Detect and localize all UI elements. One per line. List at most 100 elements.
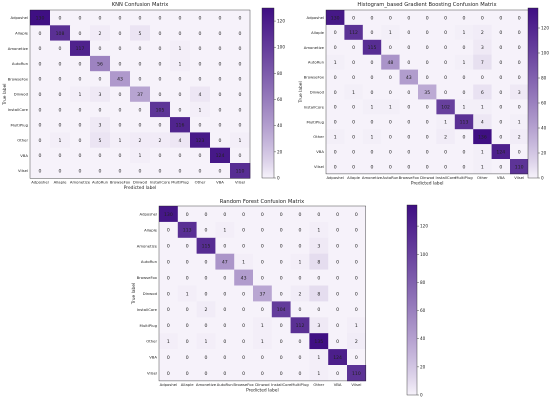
x-tick-label: MultiPlug xyxy=(291,382,309,387)
heatmap-cell xyxy=(344,84,364,100)
colorbar-tick-label: 0 xyxy=(277,176,280,181)
heatmap-cell xyxy=(234,285,254,302)
cell-value-label: 1 xyxy=(389,105,392,111)
heatmap-cell xyxy=(150,55,171,72)
heatmap-cell xyxy=(70,10,91,26)
heatmap-cell xyxy=(177,206,197,223)
cell-value-label: 3 xyxy=(518,90,521,96)
heatmap-cell xyxy=(253,237,273,254)
y-tick-label: Amonetize xyxy=(137,243,158,248)
heatmap-cell xyxy=(159,269,179,286)
heatmap-cell xyxy=(344,39,364,55)
heatmap-cell xyxy=(399,114,419,130)
heatmap-cell xyxy=(328,301,348,318)
cell-value-label: 0 xyxy=(299,228,302,234)
heatmap-cell xyxy=(290,333,310,350)
y-tick-label: Other xyxy=(313,134,324,139)
heatmap-cell xyxy=(110,163,131,179)
heatmap-cell xyxy=(110,10,131,26)
heatmap-cell xyxy=(159,253,179,270)
x-tick-label: BrowseFox xyxy=(110,179,131,184)
cell-value-label: 0 xyxy=(167,291,170,297)
cell-value-label: 0 xyxy=(242,228,245,234)
heatmap-cell xyxy=(309,269,329,286)
heatmap-cell xyxy=(70,71,91,87)
heatmap-cell xyxy=(150,147,171,164)
heatmap-cell xyxy=(347,317,367,334)
cell-value-label: 0 xyxy=(389,149,392,155)
cell-value-label: 0 xyxy=(334,120,337,126)
heatmap-cell xyxy=(418,144,437,160)
y-tick-label: Vilsel xyxy=(18,168,28,173)
x-tick-label: Other xyxy=(313,382,324,387)
cell-value-label: 5 xyxy=(99,138,102,144)
heatmap-cell xyxy=(234,253,254,270)
cell-value-label: 130 xyxy=(331,15,340,21)
heatmap-cell xyxy=(196,365,216,382)
heatmap-cell xyxy=(130,132,151,148)
heatmap-cell xyxy=(309,349,329,366)
heatmap-cell xyxy=(70,163,91,179)
heatmap-cell xyxy=(130,163,151,179)
cell-value-label: 0 xyxy=(139,46,142,52)
cell-value-label: 2 xyxy=(139,138,142,144)
cell-value-label: 110 xyxy=(515,164,524,170)
cell-value-label: 0 xyxy=(167,307,170,313)
heatmap-cell xyxy=(362,114,382,130)
heatmap-cell xyxy=(328,206,348,223)
cell-value-label: 0 xyxy=(280,275,283,281)
cell-value-label: 0 xyxy=(79,153,82,159)
cell-value-label: 0 xyxy=(223,323,226,329)
cell-value-label: 0 xyxy=(239,123,242,129)
cell-value-label: 0 xyxy=(334,149,337,155)
heatmap-cell xyxy=(510,10,529,26)
cell-value-label: 0 xyxy=(205,212,208,218)
cell-value-label: 0 xyxy=(371,60,374,66)
heatmap-cell xyxy=(70,117,91,133)
x-tick-label: VBA xyxy=(334,382,342,387)
cell-value-label: 1 xyxy=(59,138,62,144)
heatmap-cell xyxy=(344,129,364,145)
cell-value-label: 0 xyxy=(299,307,302,313)
cell-value-label: 0 xyxy=(334,90,337,96)
colorbar-tick-label: 20 xyxy=(277,149,283,154)
cell-value-label: 0 xyxy=(280,323,283,329)
heatmap-cell xyxy=(50,10,71,26)
cell-value-label: 0 xyxy=(59,15,62,21)
cell-value-label: 0 xyxy=(371,149,374,155)
cell-value-label: 0 xyxy=(407,15,410,21)
heatmap-cell xyxy=(271,333,291,350)
cell-value-label: 104 xyxy=(277,307,286,313)
cell-value-label: 0 xyxy=(389,90,392,96)
cell-value-label: 0 xyxy=(463,15,466,21)
heatmap-cell xyxy=(436,159,456,175)
y-axis-label: True label xyxy=(2,83,8,105)
y-tick-label: Dinwod xyxy=(143,291,158,296)
cell-value-label: 0 xyxy=(261,259,264,265)
cell-value-label: 124 xyxy=(333,355,342,361)
y-tick-label: Amonetize xyxy=(8,46,29,51)
cell-value-label: 2 xyxy=(355,339,358,345)
heatmap-cell xyxy=(473,99,492,115)
cell-value-label: 0 xyxy=(426,45,429,51)
heatmap-cell xyxy=(110,101,131,118)
y-tick-label: Allaple xyxy=(15,30,28,35)
cell-value-label: 48 xyxy=(387,60,393,66)
heatmap-cell xyxy=(177,285,197,302)
heatmap-cell xyxy=(399,10,419,26)
cell-value-label: 1 xyxy=(444,120,447,126)
heatmap-cell xyxy=(230,163,251,179)
cell-value-label: 0 xyxy=(261,212,264,218)
heatmap-cell xyxy=(70,86,91,103)
heatmap-cell xyxy=(50,86,71,103)
cell-value-label: 0 xyxy=(223,355,226,361)
heatmap-cell xyxy=(110,86,131,103)
cell-value-label: 1 xyxy=(352,90,355,96)
cell-value-label: 0 xyxy=(463,149,466,155)
cell-value-label: 0 xyxy=(371,120,374,126)
heatmap-cell xyxy=(50,163,71,179)
colorbar-tick-label: 80 xyxy=(420,280,426,285)
cell-value-label: 0 xyxy=(261,244,264,250)
heatmap-cell xyxy=(90,86,111,103)
cell-value-label: 0 xyxy=(355,307,358,313)
